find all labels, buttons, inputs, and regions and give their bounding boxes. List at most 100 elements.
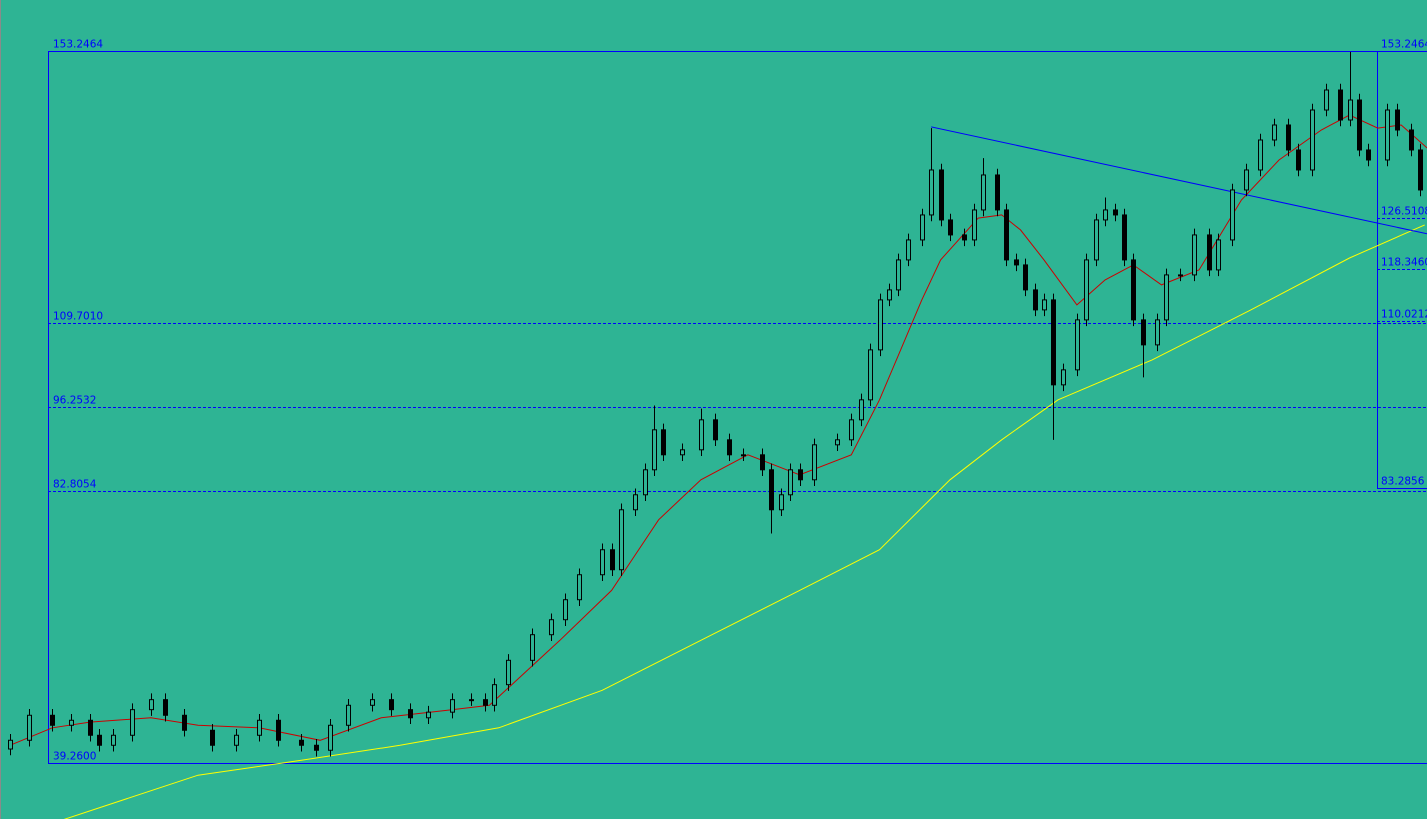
candle-body (234, 734, 239, 746)
candle-body (1164, 274, 1169, 321)
candle-body (981, 174, 986, 211)
candle-body (1418, 149, 1423, 191)
candle-body (1409, 129, 1414, 151)
candle-body (788, 469, 793, 496)
level-label: 39.2600 (53, 751, 96, 763)
candle-body (1023, 264, 1028, 291)
candle-body (149, 699, 154, 711)
candle-body (699, 419, 704, 451)
candle-body (1357, 99, 1362, 151)
candle-body (1042, 299, 1047, 311)
level-label: 110.0212 (1381, 309, 1427, 321)
level-label: 109.7010 (53, 311, 103, 323)
ma-line (9, 114, 1427, 746)
candle-body (920, 214, 925, 241)
candle-body (276, 719, 281, 741)
candle-body (1324, 89, 1329, 111)
candle-body (163, 699, 168, 716)
candle-body (972, 209, 977, 241)
candle-body (1113, 209, 1118, 216)
candle-body (835, 439, 840, 446)
candle-body (896, 259, 901, 291)
candle-body (88, 719, 93, 736)
candle-body (1075, 319, 1080, 371)
candle-body (1258, 139, 1263, 171)
candle-body (760, 454, 765, 471)
candle-body (633, 494, 638, 511)
candle-body (929, 169, 934, 216)
candle-body (1207, 234, 1212, 271)
level-label: 118.3460 (1381, 257, 1427, 269)
candle-body (563, 599, 568, 621)
level-label: 96.2532 (53, 395, 96, 407)
candle-body (727, 439, 732, 456)
candle-body (962, 234, 967, 241)
candle-body (680, 449, 685, 456)
candle-body (1051, 299, 1056, 386)
candle-body (1014, 259, 1019, 266)
candle-body (1131, 259, 1136, 321)
candle-body (314, 744, 319, 751)
candle-body (1338, 89, 1343, 121)
candle-body (450, 699, 455, 713)
candle-body (97, 734, 102, 746)
candle-body (652, 429, 657, 471)
candle-body (619, 509, 624, 571)
candle-body (948, 219, 953, 236)
candle-body (1230, 189, 1235, 241)
candle-body (483, 699, 488, 706)
candle-body (426, 711, 431, 719)
candle-body (1348, 99, 1353, 121)
ma-line (931, 126, 1427, 235)
candle-body (878, 299, 883, 351)
candle-body (1244, 169, 1249, 191)
candle-body (849, 419, 854, 441)
candle-body (389, 699, 394, 711)
candle-body (887, 289, 892, 301)
candle-body (370, 699, 375, 706)
candle-body (1094, 219, 1099, 261)
candle-body (69, 719, 74, 726)
candle-body (549, 619, 554, 636)
candle-body (995, 174, 1000, 211)
candle-body (1286, 124, 1291, 151)
candle-body (1178, 274, 1183, 277)
candle-body (27, 714, 32, 741)
candle-body (939, 169, 944, 221)
candle-body (1004, 209, 1009, 261)
candle-body (1192, 234, 1197, 276)
candle-body (1141, 319, 1146, 346)
candle-body (408, 709, 413, 719)
candle-body (779, 494, 784, 511)
candle-body (1033, 289, 1038, 311)
candle-body (182, 714, 187, 731)
candle-body (257, 719, 262, 736)
candle-body (1061, 369, 1066, 386)
level-label: 126.5108 (1381, 206, 1427, 218)
candle-body (643, 469, 648, 496)
candle-body (1395, 109, 1400, 131)
candle-body (530, 634, 535, 661)
candle-body (812, 444, 817, 481)
candle-body (610, 549, 615, 571)
candle-body (299, 739, 304, 746)
level-label: 82.8054 (53, 479, 97, 491)
candle-body (1155, 319, 1160, 346)
candle-body (741, 454, 746, 457)
candle-body (492, 684, 497, 706)
candle-body (130, 709, 135, 736)
candle-body (1310, 109, 1315, 171)
candle-body (328, 724, 333, 751)
level-label: 153.2464 (1381, 39, 1427, 51)
candle-body (600, 549, 605, 576)
candle-body (1122, 214, 1127, 261)
candle-body (1103, 209, 1108, 221)
candle-body (798, 469, 803, 481)
candle-body (8, 739, 13, 750)
candle-body (868, 349, 873, 401)
candle-body (906, 239, 911, 261)
candle-body (506, 659, 511, 686)
candle-body (1216, 239, 1221, 271)
